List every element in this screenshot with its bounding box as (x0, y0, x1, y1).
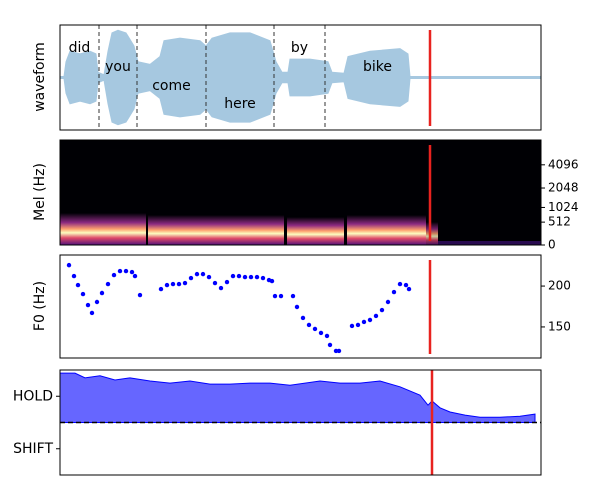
y-tick-label: 0 (548, 238, 556, 252)
area (59, 372, 536, 423)
f0-point (80, 291, 86, 297)
f0-point (123, 268, 129, 274)
f0-point (66, 262, 72, 268)
f0-point (318, 330, 324, 336)
f0-point (99, 290, 105, 296)
f0-point (349, 323, 355, 329)
f0-point (242, 274, 248, 280)
f0-point (367, 317, 373, 323)
f0-point (306, 322, 312, 328)
f0-point (269, 278, 275, 284)
f0-point (200, 271, 206, 277)
y-tick-label: 1024 (548, 200, 579, 214)
word-label: come (152, 78, 191, 94)
f0-point (379, 307, 385, 313)
f0-point (105, 281, 111, 287)
f0-point (71, 273, 77, 279)
f0-point (111, 272, 117, 278)
y-tick-label: SHIFT (13, 441, 53, 457)
y-tick-label: 150 (548, 319, 571, 333)
f0-point (260, 275, 266, 281)
y-axis-label: F0 (Hz) (32, 281, 48, 331)
f0-point (132, 273, 138, 279)
y-axis-label: waveform (32, 42, 48, 112)
f0-point (218, 285, 224, 291)
f0-point (230, 273, 236, 279)
f0-point (336, 348, 342, 354)
f0-point (272, 293, 278, 299)
word-label: by (291, 40, 308, 56)
f0-point (212, 280, 218, 286)
f0-point (137, 292, 143, 298)
f0-point (373, 313, 379, 319)
y-tick-label: 2048 (548, 181, 579, 195)
f0-point (206, 274, 212, 280)
f0-point (188, 275, 194, 281)
f0-point (94, 299, 100, 305)
axes-frame (59, 254, 542, 359)
f0-point (290, 293, 296, 299)
f0-point (129, 269, 135, 275)
f0-point (397, 281, 403, 287)
y-tick-label: 4096 (548, 157, 579, 171)
f0-point (355, 322, 361, 328)
f0-point (403, 282, 409, 288)
f0-point (89, 310, 95, 316)
f0-point (312, 326, 318, 332)
f0-point (75, 282, 81, 288)
axes-frame (59, 24, 542, 131)
f0-point (406, 286, 412, 292)
f0-point (176, 281, 182, 287)
y-tick-label: HOLD (13, 388, 53, 404)
f0-point (224, 279, 230, 285)
word-label: here (224, 96, 256, 112)
f0-point (300, 315, 306, 321)
f0-point (158, 286, 164, 292)
word-label: you (105, 59, 131, 75)
f0-point (391, 289, 397, 295)
y-axis-label: Mel (Hz) (32, 163, 48, 221)
f0-point (182, 280, 188, 286)
f0-point (170, 281, 176, 287)
f0-point (361, 319, 367, 325)
y-tick-label: 512 (548, 215, 571, 229)
axes-frame (59, 139, 542, 246)
word-label: bike (363, 59, 392, 75)
f0-point (278, 293, 284, 299)
f0-point (248, 274, 254, 280)
f0-point (324, 333, 330, 339)
f0-point (194, 271, 200, 277)
f0-point (85, 302, 91, 308)
f0-point (117, 268, 123, 274)
axes-frame (59, 369, 542, 476)
spectrogram (60, 140, 541, 245)
f0-point (327, 342, 333, 348)
f0-point (294, 304, 300, 310)
f0-point (254, 274, 260, 280)
word-label: did (69, 40, 91, 56)
y-tick-label: 200 (548, 279, 571, 293)
f0-point (164, 282, 170, 288)
f0-point (236, 273, 242, 279)
f0-point (385, 299, 391, 305)
